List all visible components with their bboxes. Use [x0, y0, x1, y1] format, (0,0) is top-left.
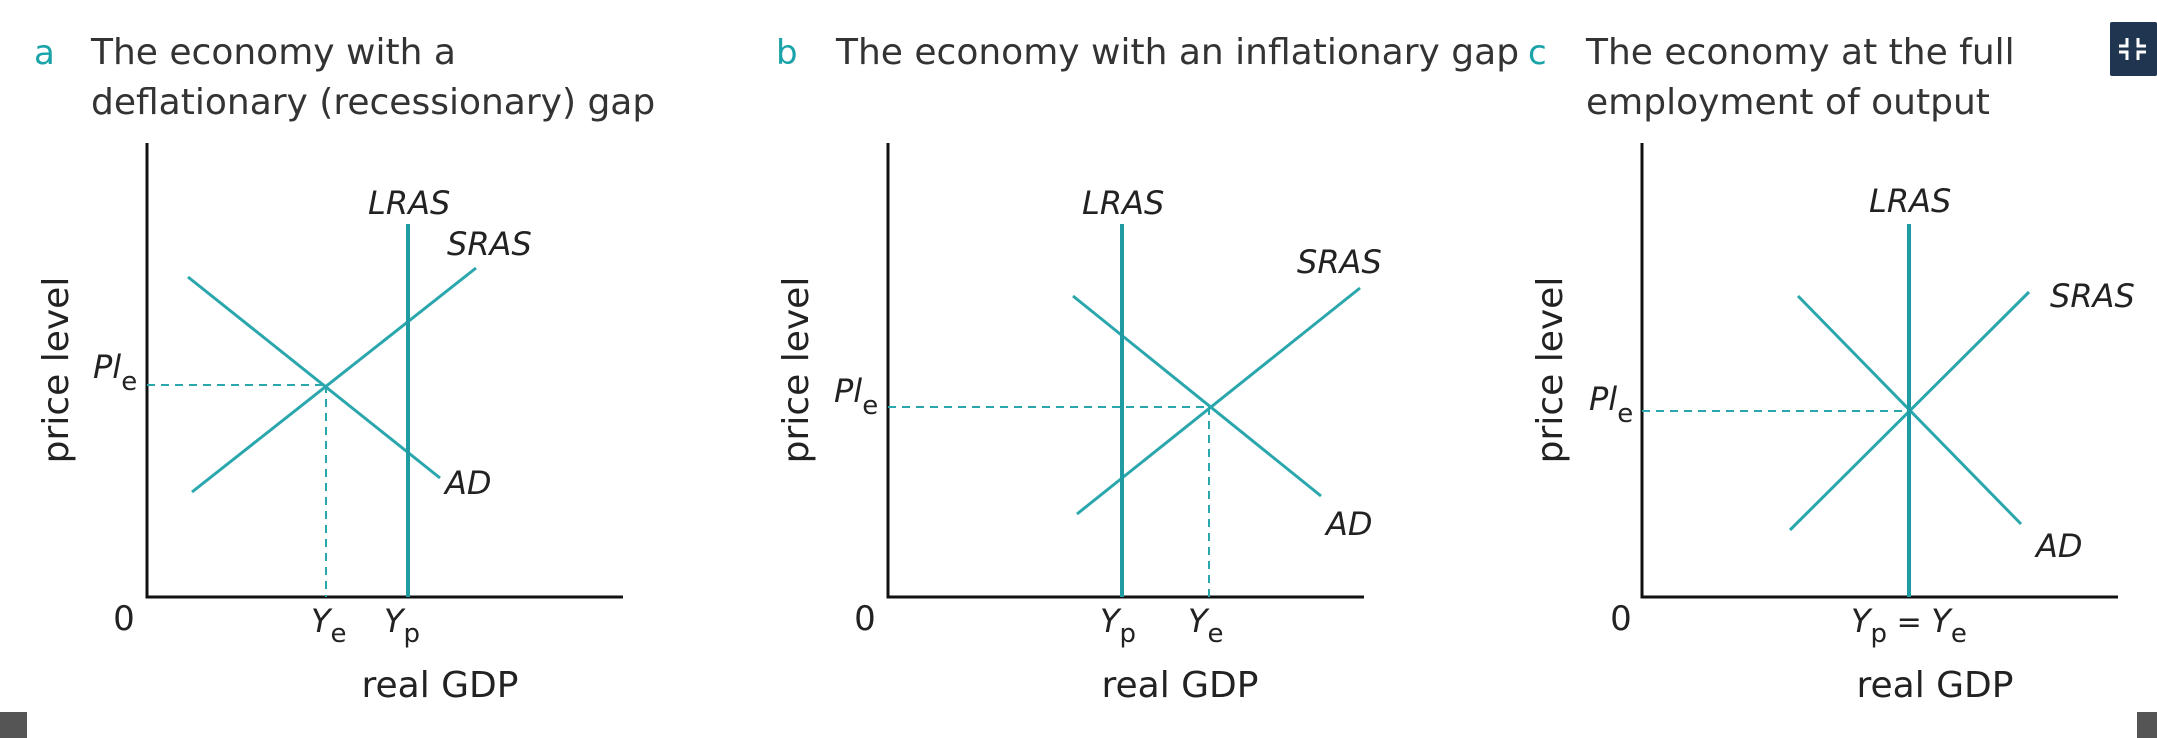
panel-b-x-tick-yp: Yp: [1100, 602, 1136, 649]
panel-a: a The economy with a deflationary (reces…: [34, 32, 655, 706]
panel-c-ad-label: AD: [2034, 527, 2083, 565]
panel-a-lras-label: LRAS: [368, 184, 450, 222]
panel-b-x-axis-title: real GDP: [1102, 665, 1259, 706]
panel-c-title-line2: employment of output: [1586, 82, 1990, 123]
panel-b-title-line1: The economy with an inflationary gap: [835, 32, 1519, 73]
panel-c: c The economy at the full employment of …: [1528, 32, 2135, 706]
panel-b-letter: b: [776, 33, 798, 73]
panel-a-origin: 0: [113, 599, 135, 639]
panel-a-ad-curve: [187, 275, 441, 480]
panel-b-ad-label: AD: [1324, 505, 1373, 543]
panel-b-y-axis-title: price level: [776, 277, 817, 464]
panel-b-price-label: Ple: [834, 372, 878, 421]
panel-c-y-axis-title: price level: [1530, 277, 1571, 464]
panel-a-title-line2: deflationary (recessionary) gap: [91, 82, 655, 123]
panel-c-origin: 0: [1610, 599, 1632, 639]
panel-a-y-axis-title: price level: [36, 277, 77, 464]
bottom-right-handle: [2137, 712, 2157, 738]
panel-a-title-line1: The economy with a: [90, 32, 456, 73]
panel-a-axes: [145, 143, 623, 599]
panel-a-x-axis-title: real GDP: [362, 665, 519, 706]
collapse-button-bg[interactable]: [2110, 22, 2157, 76]
panel-a-ad-label: AD: [443, 464, 492, 502]
panel-a-x-tick-yp: Yp: [384, 602, 420, 649]
panel-b-lras-label: LRAS: [1082, 184, 1164, 222]
panel-a-sras-label: SRAS: [447, 225, 532, 263]
panel-b-axes: [886, 143, 1364, 599]
panel-a-x-tick-ye: Ye: [311, 602, 347, 649]
panel-c-x-tick-yp-eq-ye: Yp = Ye: [1851, 602, 1967, 649]
bottom-left-handle: [0, 712, 27, 738]
panel-a-sras-curve: [191, 266, 477, 494]
panel-a-letter: a: [34, 33, 55, 73]
panel-c-title-line1: The economy at the full: [1585, 32, 2015, 73]
panel-c-axes: [1640, 143, 2118, 599]
panel-b-x-tick-ye: Ye: [1188, 602, 1224, 649]
panel-c-lras-label: LRAS: [1869, 182, 1951, 220]
panel-b-origin: 0: [854, 599, 876, 639]
panel-c-letter: c: [1528, 33, 1547, 73]
panel-b-sras-label: SRAS: [1297, 243, 1382, 281]
panel-b-ad-curve: [1072, 294, 1322, 498]
panel-b-sras-curve: [1076, 286, 1361, 516]
panel-c-x-axis-title: real GDP: [1857, 665, 2014, 706]
panel-b: b The economy with an inflationary gap p…: [776, 32, 1519, 706]
panel-a-price-label: Ple: [93, 348, 137, 397]
collapse-button[interactable]: [2110, 22, 2157, 76]
panel-c-sras-label: SRAS: [2050, 277, 2135, 315]
panel-c-price-label: Ple: [1589, 380, 1633, 429]
collapse-icon: [2119, 38, 2146, 60]
